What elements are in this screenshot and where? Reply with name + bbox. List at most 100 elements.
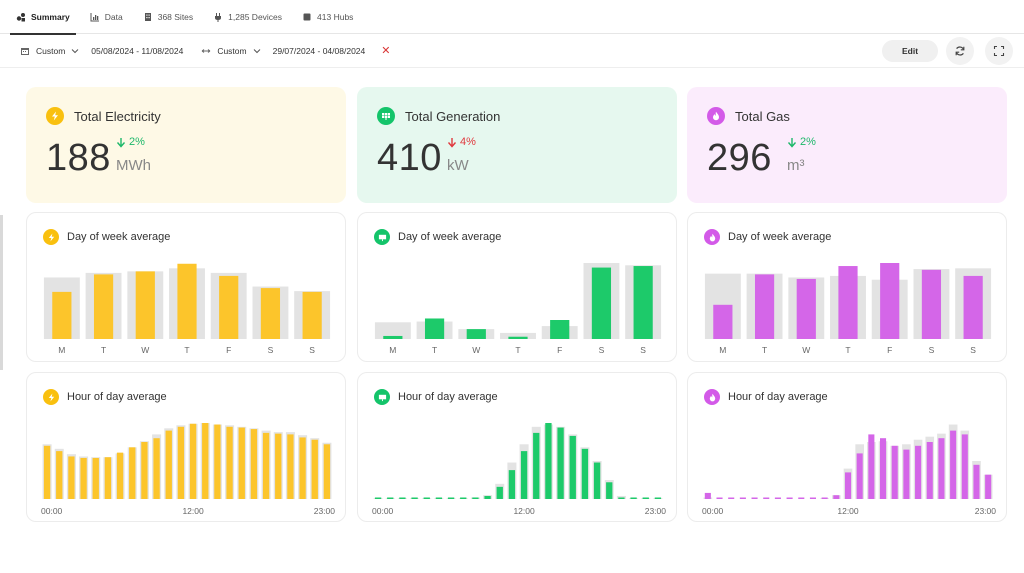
value-bar[interactable]: [262, 432, 270, 499]
value-bar[interactable]: [141, 442, 148, 499]
value-bar[interactable]: [798, 497, 805, 500]
value-bar[interactable]: [606, 482, 613, 499]
period-select-comparison[interactable]: Custom: [201, 46, 260, 56]
value-bar[interactable]: [786, 497, 793, 500]
value-bar[interactable]: [903, 449, 910, 499]
value-bar[interactable]: [921, 269, 942, 339]
value-bar[interactable]: [302, 291, 322, 339]
value-bar[interactable]: [961, 434, 968, 499]
value-bar[interactable]: [447, 497, 455, 500]
value-bar[interactable]: [868, 434, 875, 499]
value-bar[interactable]: [496, 486, 503, 499]
value-bar[interactable]: [214, 424, 221, 499]
value-bar[interactable]: [508, 470, 516, 499]
value-bar[interactable]: [287, 434, 294, 499]
value-bar[interactable]: [973, 464, 980, 499]
value-bar[interactable]: [153, 438, 160, 499]
value-bar[interactable]: [754, 274, 775, 339]
value-bar[interactable]: [591, 267, 612, 339]
value-bar[interactable]: [618, 497, 625, 499]
value-bar[interactable]: [569, 435, 576, 499]
value-bar[interactable]: [713, 304, 733, 339]
value-bar[interactable]: [92, 457, 99, 499]
value-bar[interactable]: [165, 430, 172, 499]
edit-button[interactable]: Edit: [882, 40, 938, 62]
value-bar[interactable]: [411, 497, 418, 500]
value-bar[interactable]: [763, 497, 770, 500]
value-bar[interactable]: [891, 445, 898, 499]
value-bar[interactable]: [915, 445, 922, 499]
value-bar[interactable]: [809, 497, 816, 500]
value-bar[interactable]: [833, 495, 840, 499]
value-bar[interactable]: [545, 423, 552, 499]
value-bar[interactable]: [311, 439, 318, 499]
value-bar[interactable]: [484, 495, 491, 499]
value-bar[interactable]: [260, 288, 281, 339]
value-bar[interactable]: [93, 274, 114, 339]
value-bar[interactable]: [80, 457, 87, 499]
value-bar[interactable]: [299, 437, 306, 499]
comparison-bar[interactable]: [616, 495, 626, 499]
value-bar[interactable]: [880, 438, 887, 499]
value-bar[interactable]: [557, 427, 564, 499]
value-bar[interactable]: [177, 263, 197, 339]
value-bar[interactable]: [275, 433, 282, 499]
value-bar[interactable]: [633, 266, 653, 339]
value-bar[interactable]: [630, 497, 637, 500]
value-bar[interactable]: [202, 423, 209, 499]
clear-comparison-icon[interactable]: ✕: [381, 45, 391, 57]
value-bar[interactable]: [387, 497, 394, 500]
value-bar[interactable]: [116, 452, 124, 499]
value-bar[interactable]: [716, 497, 723, 500]
value-bar[interactable]: [704, 492, 711, 499]
value-bar[interactable]: [104, 457, 112, 499]
value-bar[interactable]: [739, 497, 746, 500]
value-bar[interactable]: [796, 278, 816, 339]
value-bar[interactable]: [250, 429, 258, 499]
value-bar[interactable]: [751, 497, 758, 500]
value-bar[interactable]: [238, 427, 245, 499]
value-bar[interactable]: [963, 275, 983, 339]
value-bar[interactable]: [189, 423, 197, 499]
value-bar[interactable]: [135, 271, 155, 339]
value-bar[interactable]: [374, 497, 382, 500]
value-bar[interactable]: [985, 474, 992, 499]
value-bar[interactable]: [642, 497, 649, 500]
value-bar[interactable]: [838, 266, 858, 339]
value-bar[interactable]: [581, 448, 589, 499]
value-bar[interactable]: [226, 426, 233, 499]
value-bar[interactable]: [460, 497, 467, 500]
value-bar[interactable]: [926, 442, 933, 499]
value-bar[interactable]: [844, 472, 852, 499]
comparison-bar[interactable]: [374, 322, 411, 339]
value-bar[interactable]: [424, 318, 445, 339]
value-bar[interactable]: [728, 497, 735, 500]
value-bar[interactable]: [593, 462, 601, 499]
value-bar[interactable]: [821, 497, 828, 500]
fullscreen-button[interactable]: [985, 37, 1013, 65]
value-bar[interactable]: [423, 497, 430, 500]
value-bar[interactable]: [383, 335, 403, 339]
value-bar[interactable]: [323, 444, 331, 499]
refresh-button[interactable]: [946, 37, 974, 65]
value-bar[interactable]: [52, 291, 72, 339]
value-bar[interactable]: [938, 438, 945, 499]
value-bar[interactable]: [43, 445, 51, 499]
value-bar[interactable]: [68, 456, 75, 499]
value-bar[interactable]: [435, 497, 443, 500]
value-bar[interactable]: [466, 329, 486, 339]
tab-data[interactable]: Data: [80, 0, 133, 34]
value-bar[interactable]: [56, 451, 63, 499]
tab-summary[interactable]: Summary: [6, 0, 80, 35]
value-bar[interactable]: [472, 497, 479, 499]
period-select-primary[interactable]: Custom: [20, 46, 79, 56]
value-bar[interactable]: [508, 336, 528, 339]
value-bar[interactable]: [880, 263, 900, 339]
value-bar[interactable]: [950, 430, 957, 499]
value-bar[interactable]: [520, 451, 528, 499]
value-bar[interactable]: [856, 453, 863, 499]
comparison-bar[interactable]: [500, 332, 536, 339]
date-range-comparison[interactable]: 29/07/2024 - 04/08/2024: [273, 46, 366, 56]
value-bar[interactable]: [550, 320, 570, 339]
value-bar[interactable]: [399, 497, 406, 500]
